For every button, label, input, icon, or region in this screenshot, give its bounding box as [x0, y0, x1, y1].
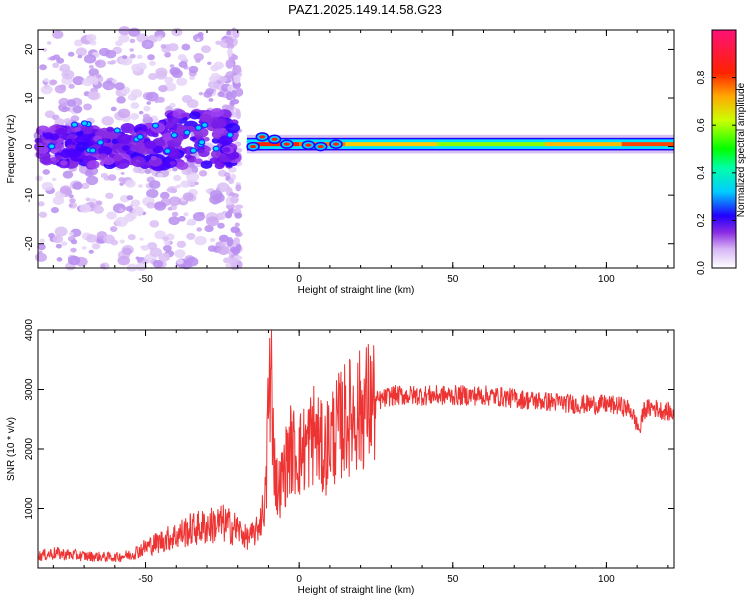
colorbar-tick-label: 0.2: [696, 213, 707, 227]
spectrogram-noise-blobs: [33, 26, 244, 272]
figure-title: PAZ1.2025.149.14.58.G23: [288, 2, 442, 17]
snr-ytick-label: 2000: [24, 437, 35, 460]
spectrogram-ytick-label: 0: [24, 143, 35, 149]
snr-xtick-label: 50: [447, 574, 459, 585]
spectrogram-ytick-label: 10: [24, 92, 35, 104]
colorbar-tick-label: 0.6: [696, 118, 707, 132]
snr-ytick-label: 1000: [24, 497, 35, 520]
spectrogram-tone-band: [246, 132, 674, 154]
spectrogram-ytick-label: -10: [24, 187, 35, 202]
snr-axes: -50 0 50 100 1000 2000 3000 4000: [24, 318, 674, 585]
snr-ytick-label: 4000: [24, 318, 35, 341]
snr-ylabel: SNR (10 * v/v): [6, 417, 17, 481]
spectrogram-xtick-label: 50: [447, 274, 459, 285]
spectrogram-xtick-label: -50: [138, 274, 153, 285]
snr-xlabel: Height of straight line (km): [298, 585, 415, 596]
snr-xtick-label: 100: [598, 574, 615, 585]
colorbar-tick-label: 0.8: [696, 70, 707, 84]
spectrogram-axes: -50 0 50 100 -20 -10 0 10 20: [24, 30, 674, 285]
colorbar-tick-label: 0.0: [696, 261, 707, 275]
snr-xtick-label: 0: [296, 574, 302, 585]
spectrogram-ylabel: Frequency (Hz): [6, 115, 17, 184]
colorbar-label: Normalized spectral amplitude: [736, 82, 747, 217]
spectrogram-panel: -50 0 50 100 -20 -10 0 10 20: [24, 26, 675, 285]
spectrogram-ytick-label: 20: [24, 43, 35, 55]
snr-series-line: [37, 330, 675, 563]
snr-xtick-label: -50: [138, 574, 153, 585]
spectrogram-xtick-label: 0: [296, 274, 302, 285]
colorbar: 0.0 0.2 0.4 0.6 0.8 Normalized spectral ampl…: [696, 29, 747, 275]
spectrogram-xlabel: Height of straight line (km): [298, 285, 415, 296]
snr-panel: -50 0 50 100 1000 2000 3000 4000: [24, 318, 675, 585]
snr-ytick-label: 3000: [24, 378, 35, 401]
colorbar-tick-label: 0.4: [696, 165, 707, 179]
spectrogram-xtick-label: 100: [598, 274, 615, 285]
spectrogram-ytick-label: -20: [24, 236, 35, 251]
